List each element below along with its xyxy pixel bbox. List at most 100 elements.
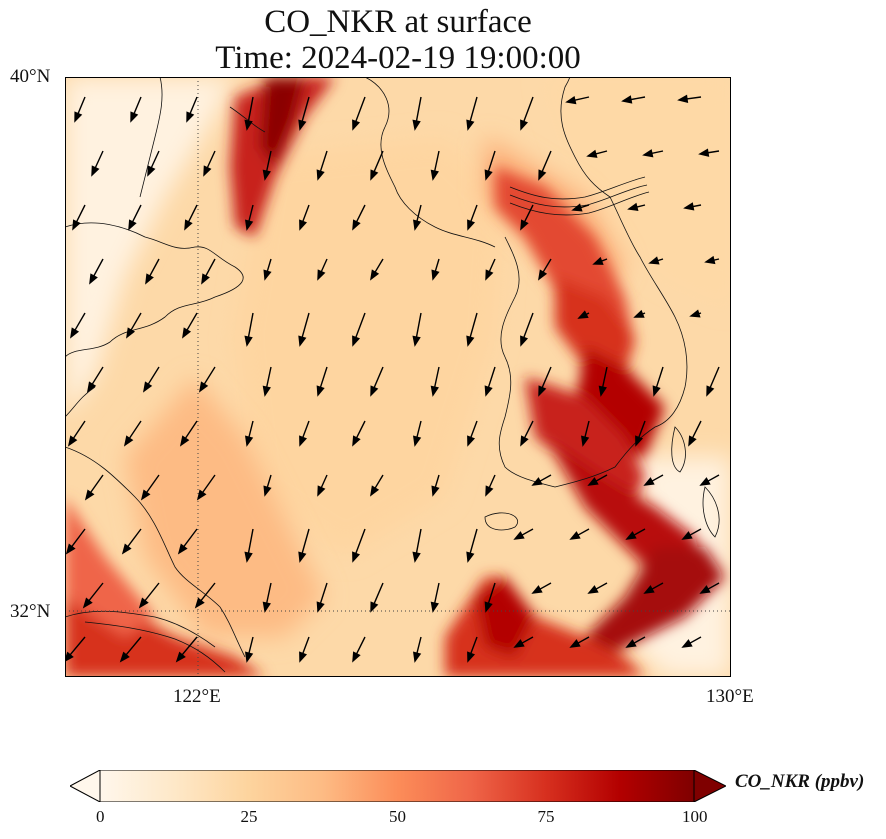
wind-arrowhead [179,435,190,447]
wind-arrowhead [683,202,695,211]
wind-arrow [353,312,366,342]
wind-arrowhead [587,477,599,486]
wind-arrowhead [538,385,547,397]
wind-arrowhead [485,485,494,497]
wind-arrowhead [586,149,598,158]
wind-arrowhead [370,269,380,281]
colorbar-tick-label: 75 [537,807,555,826]
wind-arrowhead [72,219,81,231]
wind-arrowhead [467,651,476,663]
wind-arrow [300,528,310,558]
wind-arrowhead [412,335,421,347]
wind-arrowhead [466,335,475,347]
wind-arrowhead [531,477,543,486]
wind-arrowhead [467,219,476,231]
wind-arrowhead [201,273,210,285]
wind-arrow [415,312,422,342]
wind-arrowhead [199,381,209,393]
colorbar-ramp [99,770,695,802]
wind-arrowhead [513,639,525,648]
map-subtitle-time: Time: 2024-02-19 19:00:00 [215,40,581,76]
wind-arrowhead [299,219,308,231]
wind-arrowhead [262,601,271,613]
wind-arrow [353,528,366,558]
wind-arrowhead [538,269,548,281]
wind-arrowhead [412,119,421,131]
wind-arrowhead [147,165,156,177]
wind-arrowhead [70,327,80,339]
wind-arrowhead [263,269,272,281]
wind-arrowhead [145,273,154,285]
wind-arrowhead [466,119,475,131]
wind-arrowhead [413,435,422,447]
lon-tick-label: 122°E [173,686,221,707]
wind-arrowhead [652,385,661,397]
wind-arrowhead [698,148,710,157]
wind-arrow [247,96,254,126]
wind-arrowhead [520,335,529,347]
wind-arrowhead [317,269,326,281]
wind-arrowhead [299,435,308,447]
wind-arrowhead [642,149,654,158]
colorbar-tick-label: 0 [96,807,105,826]
wind-arrowhead [67,435,78,447]
wind-arrowhead [184,219,193,231]
wind-arrowhead [643,585,655,594]
wind-arrowhead [130,111,139,123]
wind-arrowhead [263,485,272,497]
wind-arrowhead [316,385,325,397]
wind-arrow [353,96,366,126]
wind-arrowhead [520,219,529,231]
colorbar [70,770,726,802]
lon-tick-label: 130°E [706,686,754,707]
wind-arrowhead [689,309,701,318]
wind-arrowhead [520,435,529,447]
colorbar-min-extend [70,770,101,802]
concentration-field [65,77,731,677]
wind-arrowhead [140,489,151,501]
wind-arrowhead [485,269,494,281]
wind-arrowhead [598,385,607,397]
wind-arrowhead [484,601,493,613]
wind-arrowhead [126,327,136,339]
wind-arrowhead [175,651,186,663]
map-title: CO_NKR at surface [264,4,532,40]
wind-arrowhead [370,485,380,497]
wind-arrow [521,312,534,342]
wind-arrowhead [298,551,307,563]
wind-arrowhead [177,543,188,555]
wind-arrowhead [119,651,130,663]
wind-arrow [468,96,478,126]
wind-arrowhead [699,585,711,594]
wind-arrowhead [138,597,149,609]
wind-arrowhead [467,435,476,447]
wind-arrowhead [87,381,97,393]
wind-vectors [65,94,720,663]
wind-arrowhead [531,585,543,594]
wind-arrowhead [625,531,637,540]
wind-arrowhead [298,335,307,347]
wind-arrow [247,312,254,342]
wind-arrow [521,96,534,126]
wind-arrowhead [688,435,697,447]
wind-arrowhead [681,639,693,648]
wind-arrowhead [633,309,645,318]
wind-arrowhead [196,489,207,501]
wind-arrowhead [466,551,475,563]
wind-arrowhead [569,531,581,540]
wind-arrowhead [412,551,421,563]
wind-arrowhead [625,639,637,648]
wind-arrowhead [677,94,689,104]
wind-arrowhead [316,169,325,181]
wind-arrowhead [245,219,254,231]
wind-arrowhead [91,165,100,177]
wind-arrowhead [65,543,76,555]
wind-arrowhead [352,119,361,131]
wind-arrowhead [245,435,254,447]
wind-arrow [468,528,478,558]
wind-arrowhead [352,651,361,663]
wind-arrowhead [317,485,326,497]
wind-arrowhead [123,435,134,447]
wind-arrowhead [244,551,253,563]
wind-arrow [300,96,310,126]
